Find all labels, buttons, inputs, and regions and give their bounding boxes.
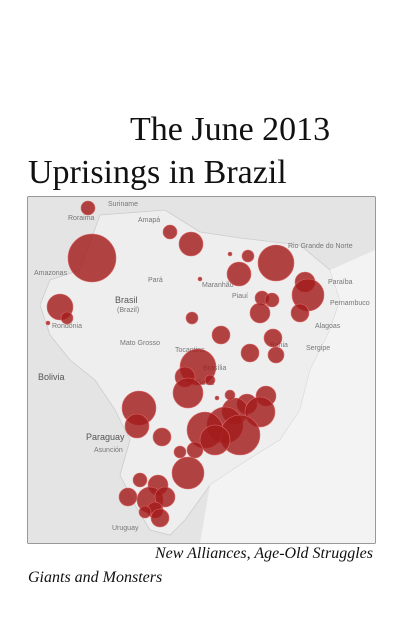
bubble bbox=[267, 346, 285, 364]
bubble bbox=[257, 244, 295, 282]
map-label: (Brazil) bbox=[117, 307, 139, 314]
map-label: Alagoas bbox=[315, 323, 341, 330]
map-label: Pernambuco bbox=[330, 300, 370, 307]
subtitle: New Alliances, Age-Old Struggles bbox=[154, 545, 373, 562]
bubble bbox=[171, 456, 205, 490]
map-label: Bahia bbox=[270, 342, 288, 349]
map-label: Tocantins bbox=[175, 347, 205, 354]
author: Giants and Monsters bbox=[28, 569, 162, 586]
bubble bbox=[154, 486, 176, 508]
map-label: Paraíba bbox=[328, 279, 353, 286]
bubble bbox=[249, 302, 271, 324]
bubble bbox=[118, 487, 138, 507]
title-line: Uprisings in Brazil bbox=[28, 154, 287, 191]
map-labels: Suriname Roraima Amapá Amazonas Pará Mar… bbox=[34, 201, 370, 532]
bubble bbox=[290, 303, 310, 323]
map-label: Sergipe bbox=[306, 345, 330, 352]
map-label: Amapá bbox=[138, 217, 160, 224]
bubble bbox=[226, 261, 252, 287]
bubble bbox=[214, 395, 220, 401]
map-label: Paraguay bbox=[86, 432, 125, 442]
bubble bbox=[185, 311, 199, 325]
map-label: Bolivia bbox=[38, 372, 65, 382]
bubble bbox=[227, 251, 233, 257]
bubble bbox=[162, 224, 178, 240]
map-label: Brasil bbox=[115, 295, 138, 305]
bubble bbox=[264, 292, 280, 308]
bubble bbox=[132, 472, 148, 488]
map-label: Maranhão bbox=[202, 282, 234, 289]
map-label: Amazonas bbox=[34, 270, 68, 277]
bubble bbox=[60, 311, 74, 325]
map-label: Rio Grande do Norte bbox=[288, 243, 353, 250]
bubble bbox=[172, 377, 204, 409]
bubble bbox=[45, 320, 51, 326]
bubble bbox=[197, 276, 203, 282]
bubble bbox=[138, 505, 152, 519]
map-label: Roraima bbox=[68, 215, 95, 222]
bubble bbox=[178, 231, 204, 257]
map-label: Suriname bbox=[108, 201, 138, 208]
map-label: Pará bbox=[148, 277, 163, 284]
protest-bubbles bbox=[45, 200, 325, 528]
map-label: Rondônia bbox=[52, 323, 82, 330]
bubble bbox=[224, 389, 236, 401]
bubble bbox=[186, 441, 204, 459]
bubble bbox=[199, 424, 231, 456]
bubble bbox=[67, 233, 117, 283]
ocean bbox=[200, 250, 375, 543]
bubble bbox=[211, 325, 231, 345]
bubble bbox=[204, 374, 216, 386]
bubble bbox=[173, 445, 187, 459]
bubble bbox=[241, 249, 255, 263]
map-label: Mato Grosso bbox=[120, 340, 160, 347]
title-line: The June 2013 bbox=[130, 111, 330, 148]
map-label: Piauí bbox=[232, 293, 248, 300]
bubble bbox=[240, 343, 260, 363]
bubble bbox=[80, 200, 96, 216]
bubble bbox=[263, 328, 283, 348]
bubble bbox=[150, 508, 170, 528]
map-label: Uruguay bbox=[112, 525, 139, 532]
map-label: Asunción bbox=[94, 447, 123, 454]
bubble bbox=[152, 427, 172, 447]
bubble bbox=[124, 413, 150, 439]
